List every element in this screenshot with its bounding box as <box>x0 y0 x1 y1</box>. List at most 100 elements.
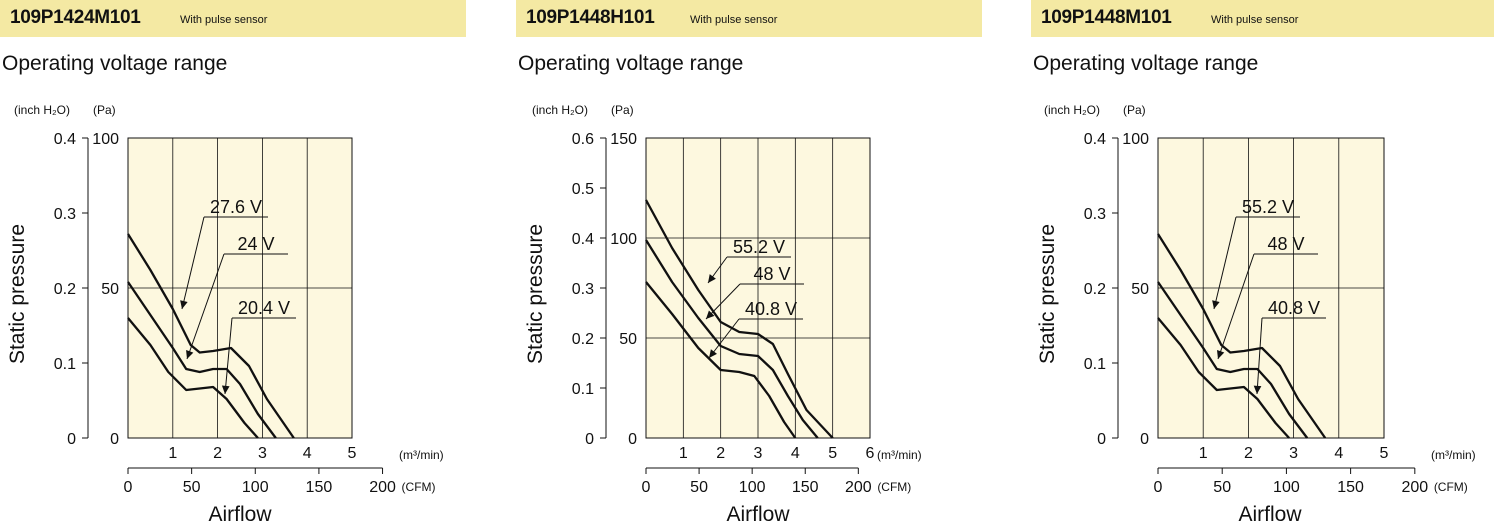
y-tick-label-inch: 0 <box>67 431 76 448</box>
y-tick-label-inch: 0 <box>1097 431 1106 448</box>
chart-subtitle: Operating voltage range <box>1033 52 1259 75</box>
label-leader <box>224 317 233 395</box>
label-arrowhead <box>186 350 194 359</box>
y-tick-label-pa: 100 <box>610 231 637 248</box>
label-arrowhead <box>221 385 230 394</box>
y-unit-inch: (inch H₂O) <box>532 103 588 117</box>
x-unit-cfm: (CFM) <box>877 480 911 494</box>
x-tick-label-cfm: 100 <box>739 479 766 496</box>
x-unit-cfm: (CFM) <box>1434 480 1468 494</box>
label-arrowhead <box>1212 300 1220 309</box>
model-title: 109P1448H101 <box>526 7 655 28</box>
series-line <box>127 233 295 439</box>
x-tick-label-cfm: 150 <box>792 479 819 496</box>
x-tick-label-cfm: 200 <box>845 479 872 496</box>
y-tick-label-pa: 150 <box>610 131 637 148</box>
pq-chart: (inch H₂O) (Pa)00.10.20.30.4050100Static … <box>6 103 444 526</box>
y-tick-label-inch: 0.3 <box>1084 206 1106 223</box>
label-arrowhead <box>1217 350 1225 359</box>
x-tick-label-cfm: 200 <box>1401 479 1428 496</box>
x-unit-m3: (m³/min) <box>399 448 444 462</box>
x-tick-label-m3: 4 <box>791 445 800 462</box>
x-tick-label-cfm: 50 <box>690 479 708 496</box>
series-label: 48 V <box>753 264 790 284</box>
x-tick-label-cfm: 50 <box>183 479 201 496</box>
y-axis-title: Static pressure <box>6 224 29 364</box>
y-tick-label-inch: 0.3 <box>572 281 594 298</box>
y-tick-label-inch: 0.1 <box>572 381 594 398</box>
x-unit-cfm: (CFM) <box>402 480 436 494</box>
x-axis-title: Airflow <box>726 503 790 526</box>
series-label: 24 V <box>237 234 274 254</box>
y-tick-label-inch: 0.6 <box>572 131 594 148</box>
y-tick-label-pa: 100 <box>1122 131 1149 148</box>
series-line <box>127 317 259 439</box>
chart-panel-3: 109P1448M101 With pulse sensor Operating… <box>1031 0 1494 527</box>
y-tick-label-inch: 0.4 <box>54 131 76 148</box>
label-leader <box>1217 253 1255 360</box>
x-axis-title: Airflow <box>1238 503 1302 526</box>
x-tick-label-m3: 3 <box>1289 445 1298 462</box>
y-tick-label-pa: 0 <box>110 431 119 448</box>
y-tick-label-inch: 0.2 <box>54 281 76 298</box>
x-tick-label-m3: 5 <box>348 445 357 462</box>
y-tick-label-inch: 0.1 <box>1084 356 1106 373</box>
chart-panel-2: 109P1448H101 With pulse sensor Operating… <box>516 0 996 527</box>
sensor-note: With pulse sensor <box>1211 14 1299 26</box>
y-tick-label-pa: 50 <box>619 331 637 348</box>
y-tick-label-pa: 0 <box>628 431 637 448</box>
x-tick-label-cfm: 100 <box>242 479 269 496</box>
x-tick-label-m3: 3 <box>258 445 267 462</box>
series-line <box>1157 317 1290 439</box>
label-leader <box>1256 317 1263 395</box>
label-arrowhead <box>1253 385 1262 394</box>
x-tick-label-m3: 1 <box>1199 445 1208 462</box>
y-tick-label-inch: 0.1 <box>54 356 76 373</box>
y-unit-pa: (Pa) <box>611 103 634 117</box>
y-tick-label-pa: 100 <box>92 131 119 148</box>
label-leader <box>1213 216 1237 310</box>
x-tick-label-cfm: 150 <box>1337 479 1364 496</box>
y-tick-label-inch: 0.4 <box>1084 131 1106 148</box>
label-arrowhead <box>180 300 188 309</box>
y-unit-pa: (Pa) <box>1123 103 1146 117</box>
x-tick-label-cfm: 150 <box>306 479 333 496</box>
sensor-note: With pulse sensor <box>690 14 778 26</box>
x-tick-label-cfm: 0 <box>1154 479 1163 496</box>
x-tick-label-cfm: 0 <box>124 479 133 496</box>
y-tick-label-inch: 0 <box>585 431 594 448</box>
x-tick-label-cfm: 100 <box>1273 479 1300 496</box>
x-tick-label-m3: 1 <box>168 445 177 462</box>
series-line <box>645 281 797 439</box>
sensor-note: With pulse sensor <box>180 14 268 26</box>
label-leader <box>186 253 225 360</box>
series-label: 55.2 V <box>1242 197 1294 217</box>
series-line <box>1157 233 1327 439</box>
series-label: 55.2 V <box>733 237 785 257</box>
x-tick-label-m3: 6 <box>866 445 875 462</box>
x-tick-label-m3: 5 <box>1380 445 1389 462</box>
y-tick-label-pa: 50 <box>101 281 119 298</box>
chart-subtitle: Operating voltage range <box>2 52 228 75</box>
label-leader <box>181 216 205 310</box>
y-axis-title: Static pressure <box>524 224 547 364</box>
model-header: 109P1448H101 With pulse sensor <box>516 0 982 37</box>
y-unit-pa: (Pa) <box>93 103 116 117</box>
series-label: 48 V <box>1267 234 1304 254</box>
x-tick-label-cfm: 50 <box>1213 479 1231 496</box>
x-tick-label-m3: 4 <box>303 445 312 462</box>
series-label: 20.4 V <box>238 298 290 318</box>
x-axis-title: Airflow <box>208 503 272 526</box>
chart-subtitle: Operating voltage range <box>518 52 744 75</box>
y-tick-label-inch: 0.2 <box>1084 281 1106 298</box>
x-tick-label-cfm: 200 <box>369 479 396 496</box>
x-tick-label-m3: 5 <box>828 445 837 462</box>
y-unit-inch: (inch H₂O) <box>14 103 70 117</box>
x-tick-label-cfm: 0 <box>642 479 651 496</box>
y-tick-label-inch: 0.3 <box>54 206 76 223</box>
y-tick-label-inch: 0.5 <box>572 181 594 198</box>
x-tick-label-m3: 2 <box>716 445 725 462</box>
y-axis-title: Static pressure <box>1036 224 1059 364</box>
series-label: 40.8 V <box>1268 298 1320 318</box>
model-title: 109P1448M101 <box>1041 7 1172 28</box>
